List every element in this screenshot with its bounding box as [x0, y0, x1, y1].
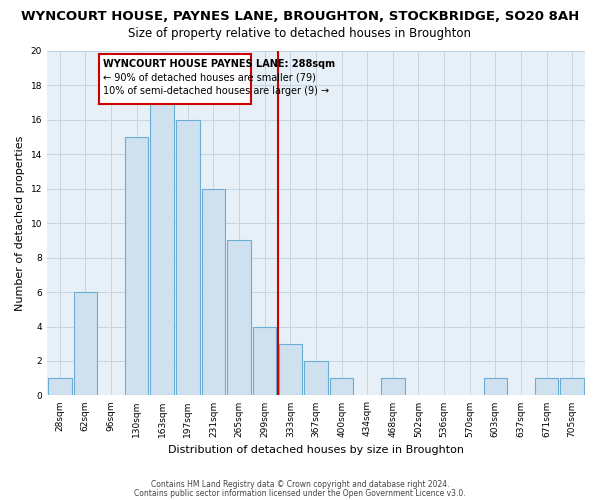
Bar — [535, 378, 559, 396]
Text: Contains public sector information licensed under the Open Government Licence v3: Contains public sector information licen… — [134, 488, 466, 498]
Y-axis label: Number of detached properties: Number of detached properties — [15, 136, 25, 311]
Bar — [381, 378, 404, 396]
Bar — [48, 378, 71, 396]
Bar — [151, 102, 174, 396]
Text: Size of property relative to detached houses in Broughton: Size of property relative to detached ho… — [128, 28, 472, 40]
Bar — [560, 378, 584, 396]
Bar — [125, 137, 148, 396]
Text: WYNCOURT HOUSE PAYNES LANE: 288sqm: WYNCOURT HOUSE PAYNES LANE: 288sqm — [103, 58, 335, 68]
Text: 10% of semi-detached houses are larger (9) →: 10% of semi-detached houses are larger (… — [103, 86, 329, 97]
Bar — [330, 378, 353, 396]
Bar — [484, 378, 507, 396]
Bar — [304, 361, 328, 396]
Text: Contains HM Land Registry data © Crown copyright and database right 2024.: Contains HM Land Registry data © Crown c… — [151, 480, 449, 489]
Bar — [202, 189, 225, 396]
Bar — [278, 344, 302, 396]
X-axis label: Distribution of detached houses by size in Broughton: Distribution of detached houses by size … — [168, 445, 464, 455]
Bar — [74, 292, 97, 396]
Text: ← 90% of detached houses are smaller (79): ← 90% of detached houses are smaller (79… — [103, 72, 316, 83]
FancyBboxPatch shape — [100, 54, 251, 104]
Bar — [227, 240, 251, 396]
Bar — [253, 326, 277, 396]
Text: WYNCOURT HOUSE, PAYNES LANE, BROUGHTON, STOCKBRIDGE, SO20 8AH: WYNCOURT HOUSE, PAYNES LANE, BROUGHTON, … — [21, 10, 579, 23]
Bar — [176, 120, 200, 396]
